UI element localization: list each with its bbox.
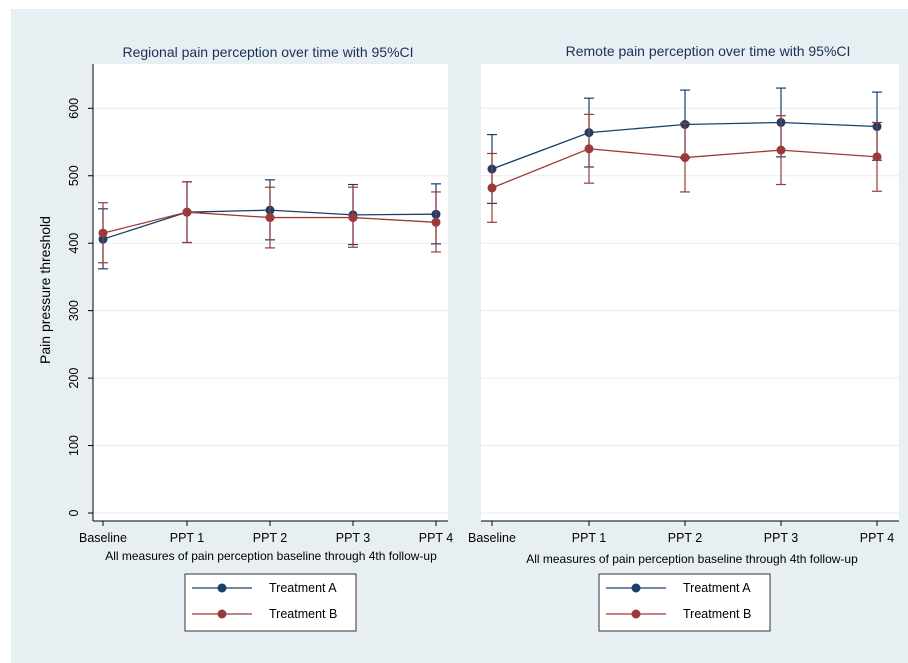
regional-title: Regional pain perception over time with … (122, 44, 413, 60)
remote-treatment-b-point (584, 144, 594, 154)
remote-legend-box (598, 573, 771, 632)
regional-y-tick-label: 600 (67, 98, 81, 119)
regional-legend: Treatment A Treatment B (184, 573, 357, 632)
regional-treatment-b-point (348, 213, 358, 223)
regional-x-tick-label: Baseline (79, 531, 127, 545)
remote-treatment-b-point (487, 183, 497, 193)
remote-treatment-b-point (872, 152, 882, 162)
y-axis-label: Pain pressure threshold (37, 216, 53, 364)
regional-legend-marker-a (217, 583, 227, 593)
regional-marks: 0 100 200 300 400 500 600 Baseline PPT 1 PPT 2 PPT… (67, 64, 453, 545)
remote-x-tick-label: PPT 2 (668, 531, 703, 545)
regional-x-tick-label: PPT 2 (253, 531, 288, 545)
remote-panel: Remote pain perception over time with 95… (468, 43, 899, 632)
regional-legend-label-a: Treatment A (269, 581, 337, 595)
remote-legend-label-b: Treatment B (683, 607, 751, 621)
remote-gridlines (481, 107, 899, 514)
regional-treatment-b-point (182, 207, 192, 217)
regional-x-tick-label: PPT 3 (336, 531, 371, 545)
remote-plot-area (481, 64, 899, 521)
remote-treatment-b-point (776, 145, 786, 155)
remote-x-tick-label: PPT 1 (572, 531, 607, 545)
remote-x-axis-title: All measures of pain perception baseline… (526, 552, 858, 566)
remote-legend: Treatment A Treatment B (598, 573, 771, 632)
remote-x-tick-label: Baseline (468, 531, 516, 545)
remote-title: Remote pain perception over time with 95… (566, 43, 851, 59)
regional-legend-box (184, 573, 357, 632)
remote-legend-label-a: Treatment A (683, 581, 751, 595)
regional-treatment-b-point (98, 228, 108, 238)
regional-y-tick-label: 100 (67, 435, 81, 456)
remote-legend-marker-a (631, 583, 641, 593)
remote-legend-marker-b (631, 609, 641, 619)
regional-treatment-b-point (265, 213, 275, 223)
regional-x-axis-title: All measures of pain perception baseline… (105, 549, 437, 563)
regional-gridlines (93, 107, 448, 514)
remote-treatment-b-point (680, 153, 690, 163)
remote-marks: Baseline PPT 1 PPT 2 PPT 3 PPT 4 (468, 87, 899, 545)
regional-legend-label-b: Treatment B (269, 607, 337, 621)
regional-x-tick-label: PPT 4 (419, 531, 454, 545)
regional-y-tick-label: 0 (67, 509, 81, 516)
regional-treatment-b-point (431, 217, 441, 227)
regional-x-tick-label: PPT 1 (170, 531, 205, 545)
regional-plot-area (93, 64, 448, 521)
regional-y-tick-label: 300 (67, 300, 81, 321)
regional-panel: Regional pain perception over time with … (67, 44, 453, 632)
remote-x-tick-label: PPT 3 (764, 531, 799, 545)
regional-y-tick-label: 400 (67, 233, 81, 254)
regional-y-tick-label: 200 (67, 368, 81, 389)
regional-legend-marker-b (217, 609, 227, 619)
regional-y-tick-label: 500 (67, 165, 81, 186)
remote-x-tick-label: PPT 4 (860, 531, 895, 545)
